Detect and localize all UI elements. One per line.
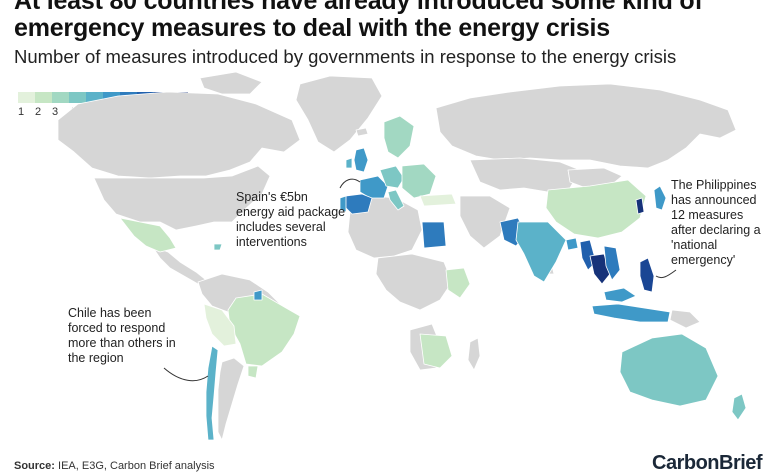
southern-africa [419, 333, 453, 369]
turkey [419, 193, 457, 207]
legend-swatch-1 [18, 92, 35, 103]
indonesia [591, 303, 671, 323]
map-title: At least 80 countries have already intro… [14, 0, 703, 42]
land-no-data [57, 71, 737, 441]
africa-central [375, 253, 453, 311]
uk [353, 147, 369, 173]
arctic-islands [199, 71, 263, 95]
east-africa [445, 267, 471, 299]
india [515, 221, 567, 283]
legend-label: 3 [52, 106, 59, 118]
iceland [355, 127, 369, 137]
australia [619, 333, 719, 407]
annotation-spain: Spain's €5bn energy aid package includes… [236, 190, 346, 249]
vietnam-laos [603, 245, 621, 281]
south-korea [635, 197, 645, 215]
eastern-europe [401, 163, 437, 199]
canada-alaska [57, 91, 301, 179]
middle-east [459, 195, 511, 249]
greenland [295, 75, 383, 153]
usa [93, 165, 271, 231]
italy [387, 189, 405, 211]
legend-swatch-5 [86, 92, 103, 103]
source-note: Source: IEA, E3G, Carbon Brief analysis [14, 460, 215, 472]
madagascar [467, 337, 481, 371]
france [359, 175, 389, 199]
scandinavia [383, 115, 415, 159]
russia [435, 83, 737, 169]
land-with-measures [119, 115, 747, 441]
carbonbrief-logo: CarbonBrief [652, 452, 763, 474]
bangladesh [565, 237, 579, 251]
philippines-arrow [655, 269, 677, 279]
brazil [227, 293, 301, 367]
papua [669, 309, 701, 329]
legend-swatch-4 [69, 92, 86, 103]
spain-arrow [339, 178, 361, 189]
peru-bolivia [203, 303, 237, 347]
legend-label: 2 [35, 106, 42, 118]
annotation-arrows [163, 178, 677, 382]
source-label: Source: [14, 460, 55, 472]
caribbean [213, 243, 223, 251]
germany-central [379, 165, 405, 189]
argentina [217, 357, 245, 441]
egypt [421, 221, 447, 249]
spain [343, 193, 373, 215]
chile [205, 345, 219, 441]
ireland [345, 157, 353, 169]
legend-label: 1 [18, 106, 25, 118]
source-text: IEA, E3G, Carbon Brief analysis [58, 460, 215, 472]
map-subtitle: Number of measures introduced by governm… [14, 46, 677, 67]
chile-arrow [163, 367, 209, 382]
legend-swatch-3 [52, 92, 69, 103]
thailand [589, 253, 611, 285]
middle-asia [469, 157, 581, 193]
legend-swatch-2 [35, 92, 52, 103]
annotation-philippines: The Philippines has announced 12 measure… [671, 178, 761, 267]
philippines [639, 257, 655, 293]
portugal [339, 195, 347, 213]
japan [653, 185, 667, 211]
guyana [253, 289, 263, 301]
new-zealand [731, 393, 747, 421]
china [545, 179, 647, 239]
annotation-chile: Chile has been forced to respond more th… [68, 306, 176, 365]
uruguay [247, 365, 259, 379]
malaysia [603, 287, 637, 303]
mexico [119, 217, 177, 253]
